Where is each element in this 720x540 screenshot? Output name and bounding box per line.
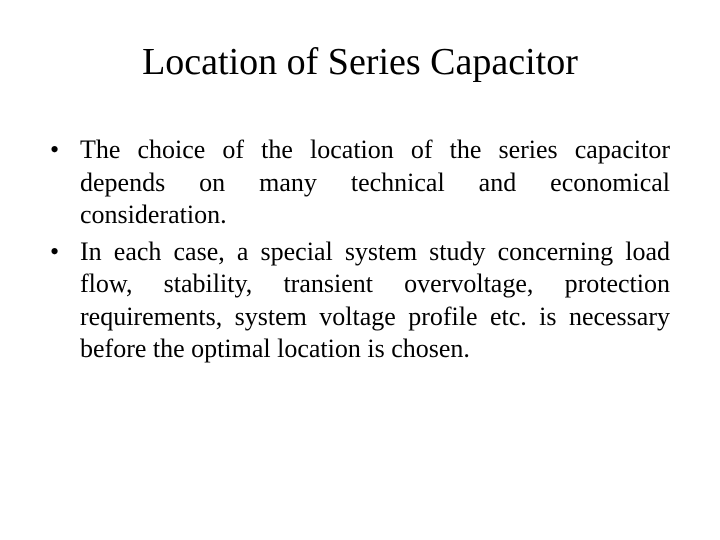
bullet-text: In each case, a special system study con… xyxy=(80,237,670,364)
bullet-marker-icon: • xyxy=(50,134,59,167)
bullet-marker-icon: • xyxy=(50,236,59,269)
slide-title: Location of Series Capacitor xyxy=(50,40,670,84)
bullet-text: The choice of the location of the series… xyxy=(80,135,670,229)
bullet-list: • The choice of the location of the seri… xyxy=(50,134,670,366)
bullet-item: • The choice of the location of the seri… xyxy=(50,134,670,232)
bullet-item: • In each case, a special system study c… xyxy=(50,236,670,366)
